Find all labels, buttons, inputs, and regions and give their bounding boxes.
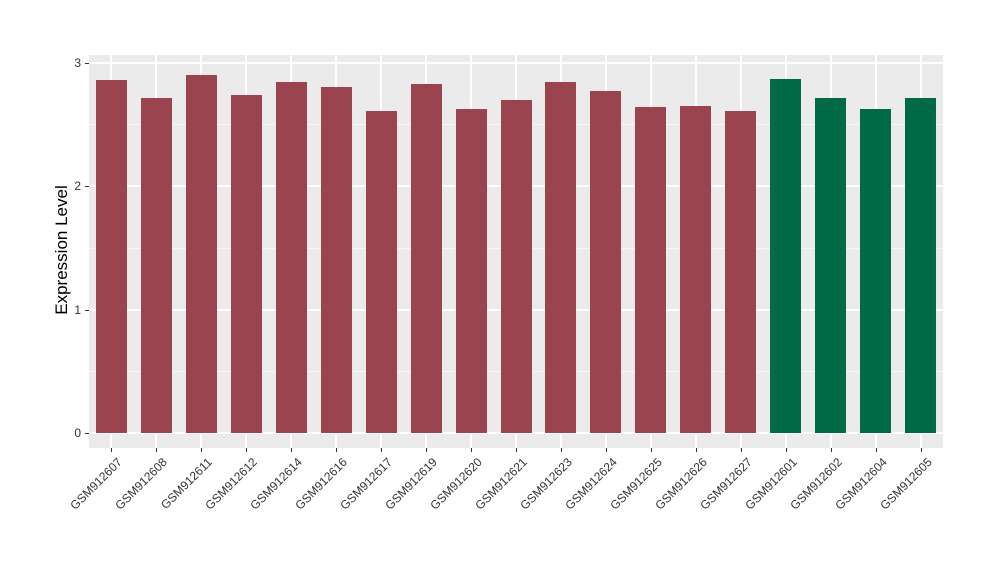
x-tick-mark bbox=[246, 448, 248, 452]
x-tick-mark bbox=[336, 448, 338, 452]
x-tick-mark bbox=[785, 448, 787, 452]
bar bbox=[680, 106, 712, 433]
bar bbox=[455, 108, 487, 433]
x-tick-mark bbox=[426, 448, 428, 452]
x-tick-mark bbox=[111, 448, 113, 452]
bar bbox=[320, 86, 352, 433]
bar bbox=[815, 97, 847, 433]
y-tick-mark bbox=[85, 186, 89, 188]
bar bbox=[275, 81, 307, 433]
x-tick-mark bbox=[156, 448, 158, 452]
x-tick-mark bbox=[875, 448, 877, 452]
plot-panel bbox=[89, 55, 943, 448]
bar bbox=[500, 100, 532, 433]
x-tick-mark bbox=[291, 448, 293, 452]
x-tick-mark bbox=[650, 448, 652, 452]
bar bbox=[140, 97, 172, 433]
bar bbox=[545, 81, 577, 433]
y-tick-label: 1 bbox=[74, 302, 81, 317]
x-tick-mark bbox=[201, 448, 203, 452]
bar bbox=[590, 91, 622, 433]
x-tick-mark bbox=[471, 448, 473, 452]
y-tick-label: 3 bbox=[74, 56, 81, 71]
bar bbox=[230, 95, 262, 433]
bar bbox=[770, 79, 802, 433]
bar bbox=[410, 84, 442, 433]
x-tick-mark bbox=[605, 448, 607, 452]
bar bbox=[365, 111, 397, 433]
y-tick-mark bbox=[85, 433, 89, 434]
bar bbox=[905, 97, 937, 433]
y-tick-label: 2 bbox=[74, 179, 81, 194]
x-tick-mark bbox=[695, 448, 697, 452]
x-tick-mark bbox=[740, 448, 742, 452]
y-axis-title: Expression Level bbox=[52, 185, 71, 315]
x-tick-mark bbox=[560, 448, 562, 452]
bar bbox=[635, 107, 667, 433]
bar bbox=[860, 108, 892, 433]
y-tick-mark bbox=[85, 309, 89, 311]
y-tick-label: 0 bbox=[74, 426, 81, 440]
bar bbox=[725, 111, 757, 433]
x-tick-mark bbox=[920, 448, 922, 452]
bar bbox=[95, 80, 127, 433]
x-tick-mark bbox=[381, 448, 383, 452]
y-tick-mark bbox=[85, 63, 89, 65]
x-tick-mark bbox=[516, 448, 517, 452]
x-tick-mark bbox=[830, 448, 832, 452]
bar bbox=[185, 75, 217, 433]
